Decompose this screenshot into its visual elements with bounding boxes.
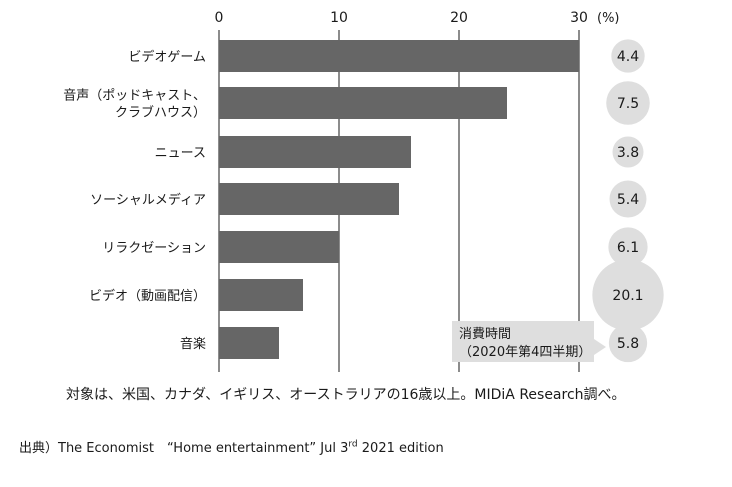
bar [219,87,507,119]
bubble [612,136,644,168]
category-label: クラブハウス） [115,105,206,121]
category-label: 音楽 [180,336,206,352]
category-label: ビデオゲーム [128,49,206,65]
bubble-value: 4.4 [617,49,639,65]
bubble [608,323,648,363]
source-prefix: 出典）The Economist “Home entertainment” Ju… [19,441,349,456]
bar [219,279,303,311]
source-credit: 出典）The Economist “Home entertainment” Ju… [19,437,444,456]
bubble-value: 5.4 [617,192,639,208]
bar [219,136,411,168]
consumption-time-bubbles: 4.4 7.5 3.8 5.4 6.1 20.1 5.8 [592,39,664,363]
bar [219,183,399,215]
category-label: ソーシャルメディア [90,192,206,208]
x-tick-label: 30 [570,10,588,26]
bar [219,327,279,359]
source-suffix: 2021 edition [357,441,444,456]
x-tick-label: 0 [215,10,224,26]
category-label: ニュース [155,146,206,161]
x-tick-labels: 0 10 20 30 (%) [215,10,620,26]
callout-label: （2020年第4四半期） [459,345,591,360]
consumption-time-callout: 消費時間 （2020年第4四半期） [452,321,606,362]
x-tick-label: 20 [450,10,468,26]
category-label: リラクゼーション [102,241,206,256]
bubble-value: 5.8 [617,336,639,352]
bubble [592,259,664,331]
bubble [608,227,648,267]
bar [219,40,579,72]
x-tick-label: 10 [330,10,348,26]
bubble [609,180,647,218]
bubble-value: 6.1 [617,240,639,256]
bubble-value: 3.8 [617,145,639,161]
category-label: 音声（ポッドキャスト、 [63,88,206,104]
bars [219,40,579,359]
bubble [606,81,650,125]
category-label: ビデオ（動画配信） [89,288,206,304]
bubble [611,39,645,73]
survey-note: 対象は、米国、カナダ、イギリス、オーストラリアの16歳以上。MIDiA Rese… [66,387,626,403]
source-sup: rd [348,439,358,450]
bubble-value: 20.1 [612,288,643,304]
callout-label: 消費時間 [459,327,511,342]
bar [219,231,339,263]
bubble-value: 7.5 [617,96,639,112]
unit-label: (%) [597,11,620,26]
callout-box [452,321,606,362]
